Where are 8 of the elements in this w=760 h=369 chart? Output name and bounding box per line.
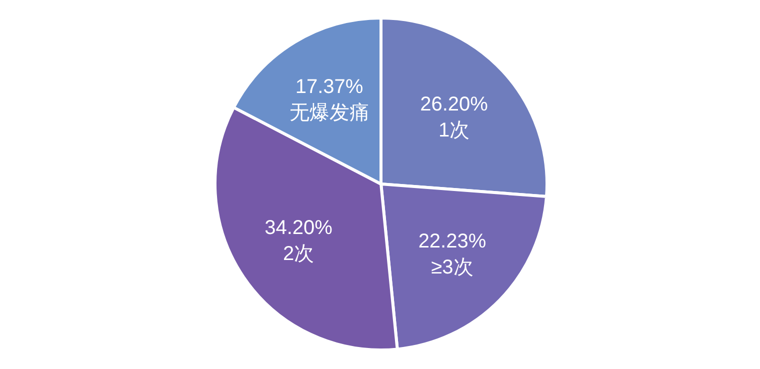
slice-label: 1次 (438, 119, 470, 142)
data-label: 26.20% (420, 93, 488, 116)
data-label: 17.37% (295, 76, 364, 98)
slice-label: ≥3次 (431, 256, 474, 279)
data-label: 22.23% (418, 230, 486, 253)
data-label: 34.20% (264, 216, 333, 239)
slice-label: 无爆发痛 (289, 102, 370, 124)
slice-label: 2次 (282, 242, 314, 265)
